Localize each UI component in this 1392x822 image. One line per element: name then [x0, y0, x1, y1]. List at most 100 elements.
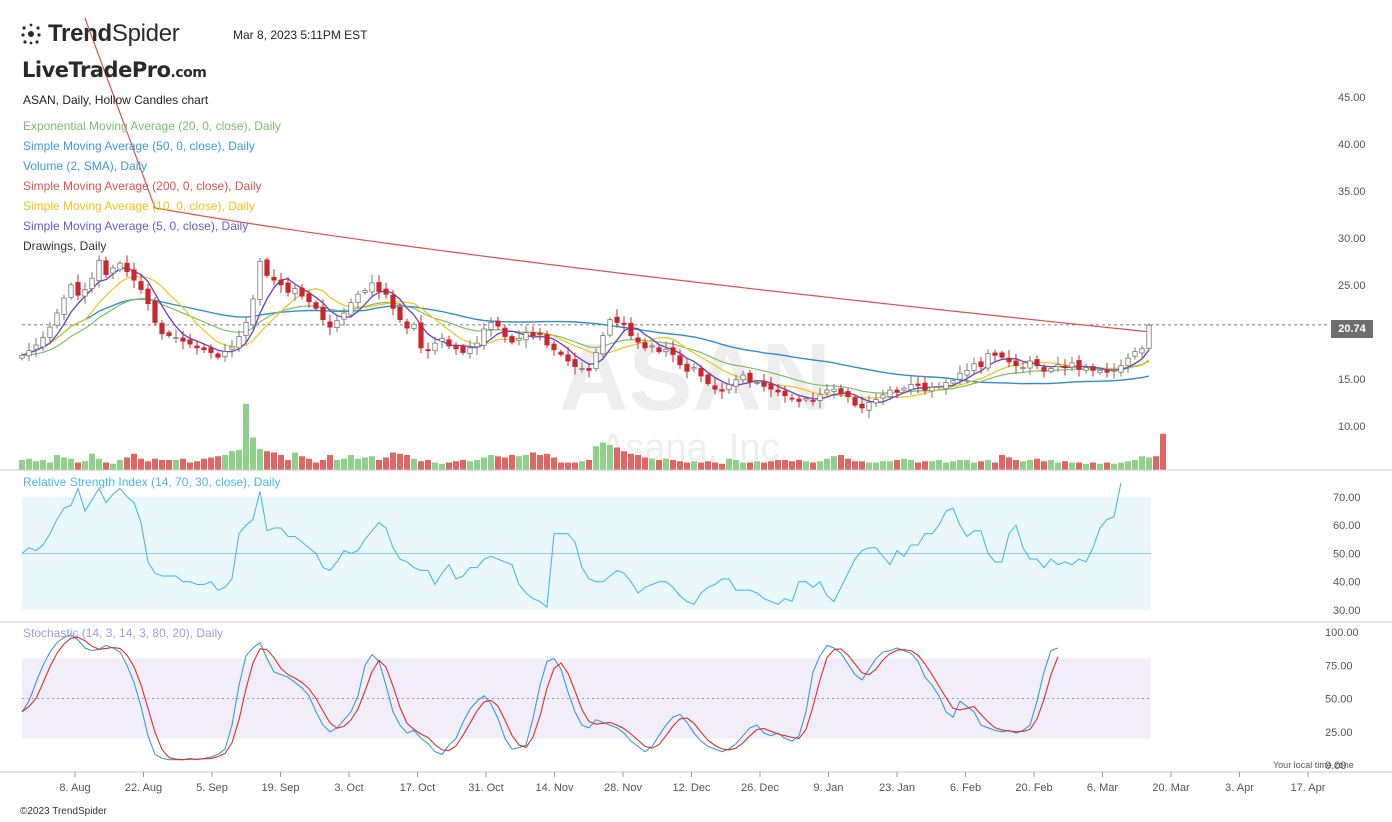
volume-bar: [880, 461, 886, 470]
candle-body: [243, 322, 249, 336]
ema-20-line: [21, 297, 1150, 394]
x-tick-label: 17. Apr: [1291, 782, 1326, 794]
rsi-legend[interactable]: Relative Strength Index (14, 70, 30, clo…: [23, 475, 281, 489]
rsi-tick-label: 70.00: [1333, 492, 1361, 504]
volume-bar: [131, 453, 137, 470]
candle-body: [866, 401, 872, 411]
volume-bar: [306, 458, 312, 470]
volume-bar: [1076, 462, 1082, 470]
x-tick-label: 20. Mar: [1152, 782, 1190, 794]
legend-item[interactable]: Simple Moving Average (10, 0, close), Da…: [23, 199, 255, 213]
x-tick-label: 26. Dec: [741, 782, 779, 794]
candle-body: [985, 353, 991, 369]
volume-bar: [978, 461, 984, 470]
volume-bar: [194, 461, 200, 470]
symbol-watermark: ASAN Asana, Inc.: [559, 324, 831, 469]
candle-body: [544, 334, 550, 346]
x-tick-label: 17. Oct: [400, 782, 435, 794]
candle-body: [250, 298, 256, 326]
candle-body: [89, 277, 95, 289]
candle-body: [299, 287, 305, 297]
volume-bar: [152, 458, 158, 470]
candle-body: [68, 284, 74, 298]
legend-item[interactable]: Exponential Moving Average (20, 0, close…: [23, 119, 281, 133]
volume-bar: [432, 462, 438, 470]
volume-bar: [75, 462, 81, 470]
candle-body: [110, 267, 116, 274]
candle-body: [670, 347, 676, 355]
volume-bar: [929, 461, 935, 470]
volume-bar: [908, 460, 914, 470]
x-tick-label: 19. Sep: [262, 782, 300, 794]
candle-body: [936, 385, 942, 388]
volume-bar: [915, 462, 921, 470]
candle-body: [19, 354, 25, 359]
volume-bar: [936, 460, 942, 470]
volume-bar: [1020, 461, 1026, 470]
x-tick-label: 8. Aug: [59, 782, 90, 794]
price-tick-label: 35.00: [1338, 186, 1366, 198]
candle-body: [201, 347, 207, 351]
legend-item[interactable]: Drawings, Daily: [23, 239, 107, 253]
candle-body: [754, 382, 760, 384]
volume-bar: [1111, 463, 1117, 470]
x-tick-label: 22. Aug: [125, 782, 162, 794]
legend-item[interactable]: Simple Moving Average (5, 0, close), Dai…: [23, 219, 249, 233]
volume-bar: [257, 448, 263, 470]
volume-bar: [614, 447, 620, 470]
candle-body: [1076, 360, 1082, 370]
spider-logo-icon: [21, 23, 41, 45]
stochastic-legend[interactable]: Stochastic (14, 3, 14, 3, 80, 20), Daily: [23, 626, 224, 640]
volume-bar: [397, 453, 403, 470]
candle-body: [47, 326, 53, 338]
volume-bar: [96, 458, 102, 470]
candle-body: [887, 389, 893, 398]
moving-average-lines: [21, 17, 1150, 404]
volume-bar: [320, 460, 326, 470]
volume-bar: [1097, 463, 1103, 470]
volume-bar: [138, 458, 144, 470]
candle-body: [565, 354, 571, 362]
volume-bar: [187, 462, 193, 470]
volume-bar: [1132, 460, 1138, 470]
candle-body: [96, 259, 102, 281]
sma-10-line: [21, 275, 1150, 399]
candle-body: [117, 262, 123, 271]
x-tick-label: 31. Oct: [468, 782, 503, 794]
x-tick-label: 6. Feb: [950, 782, 981, 794]
volume-bar: [236, 450, 242, 470]
legend-item[interactable]: Simple Moving Average (200, 0, close), D…: [23, 179, 262, 193]
volume-bar: [950, 461, 956, 470]
price-tick-label: 40.00: [1338, 139, 1366, 151]
volume-bar: [271, 452, 277, 470]
volume-bar: [698, 462, 704, 470]
volume-bar: [803, 461, 809, 470]
candle-body: [418, 322, 424, 349]
volume-bar: [642, 457, 648, 470]
candle-body: [292, 288, 298, 295]
volume-bar: [54, 455, 60, 470]
volume-bar: [390, 452, 396, 470]
candle-body: [481, 328, 487, 346]
candle-body: [82, 289, 88, 297]
legend-item[interactable]: Simple Moving Average (50, 0, close), Da…: [23, 139, 255, 153]
candle-body: [901, 387, 907, 391]
candle-body: [236, 336, 242, 349]
candle-body: [173, 337, 179, 339]
volume-bar: [26, 458, 32, 470]
volume-bar: [992, 462, 998, 470]
candle-body: [215, 353, 221, 358]
candle-body: [404, 321, 410, 329]
volume-bar: [761, 462, 767, 470]
candle-body: [873, 399, 879, 404]
volume-bar: [446, 462, 452, 470]
candle-body: [656, 347, 662, 352]
stoch-d-line: [21, 636, 1059, 761]
legend-item[interactable]: Volume (2, SMA), Daily: [23, 159, 148, 173]
volume-bar: [964, 460, 970, 470]
candle-body: [852, 397, 858, 406]
volume-bar: [719, 463, 725, 470]
volume-bar: [418, 461, 424, 470]
volume-bar: [369, 456, 375, 470]
candle-body: [712, 385, 718, 390]
